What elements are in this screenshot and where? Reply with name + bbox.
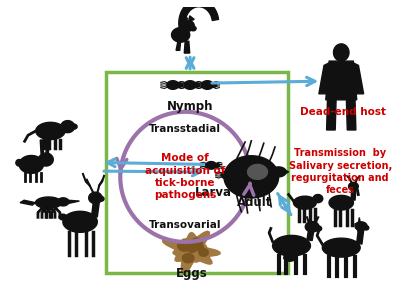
Polygon shape <box>16 160 22 166</box>
Text: Mode of
acquisition of
tick-borne
pathogens: Mode of acquisition of tick-borne pathog… <box>145 153 226 201</box>
Polygon shape <box>326 61 357 100</box>
Text: Eggs: Eggs <box>176 267 208 280</box>
Polygon shape <box>63 211 97 232</box>
Polygon shape <box>224 156 279 198</box>
Polygon shape <box>272 235 310 256</box>
Polygon shape <box>206 161 216 169</box>
Polygon shape <box>201 81 213 89</box>
Polygon shape <box>357 229 364 244</box>
Polygon shape <box>215 163 220 167</box>
Polygon shape <box>353 63 364 94</box>
Text: Transmission  by
Salivary secretion,
regurgitation and
feces: Transmission by Salivary secretion, regu… <box>289 148 392 195</box>
Polygon shape <box>196 245 204 251</box>
Polygon shape <box>248 165 268 179</box>
Polygon shape <box>329 195 354 210</box>
Polygon shape <box>346 100 356 130</box>
Polygon shape <box>182 16 188 21</box>
Text: Larva: Larva <box>194 186 232 199</box>
Polygon shape <box>327 100 336 130</box>
Polygon shape <box>319 63 329 94</box>
Polygon shape <box>194 83 200 87</box>
Polygon shape <box>40 140 44 154</box>
Polygon shape <box>348 182 358 191</box>
Polygon shape <box>305 221 319 232</box>
Polygon shape <box>184 41 190 53</box>
Polygon shape <box>271 167 286 177</box>
Polygon shape <box>351 188 356 200</box>
Polygon shape <box>284 169 289 174</box>
Polygon shape <box>334 44 349 61</box>
Polygon shape <box>20 200 36 205</box>
Polygon shape <box>212 83 217 87</box>
Polygon shape <box>177 83 182 87</box>
Polygon shape <box>307 228 314 241</box>
Polygon shape <box>294 196 316 209</box>
Polygon shape <box>19 155 44 173</box>
Polygon shape <box>68 200 80 204</box>
Text: Nymph: Nymph <box>167 100 213 113</box>
Polygon shape <box>199 248 208 256</box>
Polygon shape <box>182 20 194 31</box>
Polygon shape <box>191 26 196 31</box>
Polygon shape <box>284 254 296 261</box>
Polygon shape <box>178 240 191 251</box>
Polygon shape <box>184 81 196 89</box>
Text: Transstadial: Transstadial <box>149 124 221 134</box>
Polygon shape <box>167 81 179 89</box>
Polygon shape <box>355 222 367 230</box>
Text: Adult: Adult <box>236 196 272 209</box>
Polygon shape <box>89 192 102 204</box>
Polygon shape <box>179 0 218 30</box>
Polygon shape <box>182 254 194 263</box>
Polygon shape <box>92 201 99 217</box>
Bar <box>106 72 288 272</box>
Polygon shape <box>189 16 194 21</box>
Polygon shape <box>59 214 67 220</box>
Polygon shape <box>61 121 74 133</box>
Text: Dead-end host: Dead-end host <box>300 107 386 117</box>
Polygon shape <box>36 122 65 140</box>
Polygon shape <box>187 245 197 252</box>
Polygon shape <box>364 226 369 230</box>
Polygon shape <box>358 218 360 223</box>
Polygon shape <box>98 196 104 201</box>
Polygon shape <box>46 140 49 154</box>
Polygon shape <box>176 41 181 50</box>
Polygon shape <box>58 198 69 206</box>
Polygon shape <box>315 226 322 231</box>
Polygon shape <box>322 238 360 257</box>
Polygon shape <box>70 124 77 129</box>
Polygon shape <box>316 195 320 200</box>
Polygon shape <box>221 171 232 179</box>
Text: Transovarial: Transovarial <box>149 220 222 230</box>
Polygon shape <box>313 195 323 203</box>
Polygon shape <box>230 173 235 177</box>
Polygon shape <box>191 238 202 248</box>
Polygon shape <box>39 153 53 166</box>
Polygon shape <box>36 197 62 208</box>
Polygon shape <box>172 28 190 42</box>
Polygon shape <box>163 231 220 273</box>
